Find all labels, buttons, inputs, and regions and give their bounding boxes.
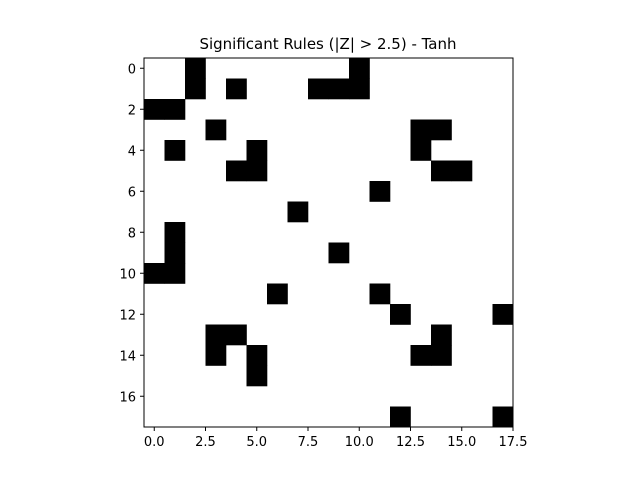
heatmap-cell-r14-c14: [431, 345, 452, 366]
y-tick-label: 6: [128, 185, 136, 200]
heatmap-cell-r1-c9: [328, 78, 350, 100]
heatmap-cell-r2-c0: [144, 99, 165, 120]
heatmap-cell-r2-c1: [164, 99, 186, 120]
heatmap-cell-r3-c14: [431, 119, 452, 141]
y-tick-label: 8: [128, 226, 136, 241]
heatmap-cell-r1-c10: [349, 78, 370, 100]
heatmap-cell-r0-c10: [349, 58, 370, 79]
heatmap-cell-r4-c5: [246, 140, 268, 161]
x-axis: 0.0 2.5 5.0 7.5 10.0 12.5 15.0 17.5: [144, 427, 528, 450]
y-tick-label: 14: [119, 349, 136, 364]
heatmap-cell-r9-c9: [328, 242, 350, 264]
heatmap-cell-r5-c5: [246, 160, 268, 182]
chart-title: Significant Rules (|Z| > 2.5) - Tanh: [199, 35, 456, 53]
heatmap-cell-r1-c4: [226, 78, 247, 100]
heatmap-cell-r17-c17: [492, 406, 514, 428]
heatmap-cell-r10-c0: [144, 263, 165, 284]
heatmap-cell-r7-c7: [287, 201, 309, 223]
heatmap-cell-r12-c17: [492, 304, 514, 325]
x-tick-label: 2.5: [195, 435, 216, 450]
y-tick-label: 12: [119, 308, 136, 323]
heatmap-cell-r11-c11: [369, 283, 391, 305]
heatmap-cell-r14-c13: [410, 345, 432, 366]
heatmap-cells: [144, 58, 514, 428]
heatmap-cell-r12-c12: [390, 304, 411, 325]
heatmap-cell-r3-c13: [410, 119, 432, 141]
heatmap-cell-r5-c4: [226, 160, 247, 182]
heatmap-cell-r14-c5: [246, 345, 268, 366]
x-tick-label: 0.0: [144, 435, 165, 450]
y-tick-label: 16: [119, 390, 136, 405]
y-tick-label: 0: [128, 62, 136, 77]
heatmap-cell-r10-c1: [164, 263, 186, 284]
x-tick-label: 10.0: [345, 435, 374, 450]
y-axis: 0 2 4 6 8 10 12 14 16: [119, 62, 144, 405]
heatmap-cell-r4-c13: [410, 140, 432, 161]
heatmap-cell-r17-c12: [390, 406, 411, 428]
heatmap-cell-r11-c6: [267, 283, 288, 305]
heatmap-cell-r13-c14: [431, 324, 452, 346]
x-tick-label: 7.5: [298, 435, 319, 450]
heatmap-cell-r14-c3: [205, 345, 227, 366]
heatmap-cell-r15-c5: [246, 365, 268, 387]
x-tick-label: 5.0: [246, 435, 267, 450]
heatmap-cell-r1-c2: [185, 78, 206, 100]
heatmap-cell-r8-c1: [164, 222, 186, 243]
y-tick-label: 2: [128, 103, 136, 118]
plot-frame: [143, 57, 514, 428]
y-tick-label: 4: [128, 144, 136, 159]
heatmap-cell-r9-c1: [164, 242, 186, 264]
heatmap-cell-r6-c11: [369, 181, 391, 202]
heatmap-cell-r13-c3: [205, 324, 227, 346]
heatmap-cell-r1-c8: [308, 78, 329, 100]
x-tick-label: 12.5: [396, 435, 425, 450]
heatmap-cell-r0-c2: [185, 58, 206, 79]
x-tick-label: 15.0: [447, 435, 476, 450]
heatmap-cell-r3-c3: [205, 119, 227, 141]
heatmap-cell-r5-c14: [431, 160, 452, 182]
heatmap-cell-r4-c1: [164, 140, 186, 161]
heatmap-cell-r5-c15: [451, 160, 473, 182]
y-tick-label: 10: [119, 267, 136, 282]
x-tick-label: 17.5: [499, 435, 528, 450]
heatmap-cell-r13-c4: [226, 324, 247, 346]
